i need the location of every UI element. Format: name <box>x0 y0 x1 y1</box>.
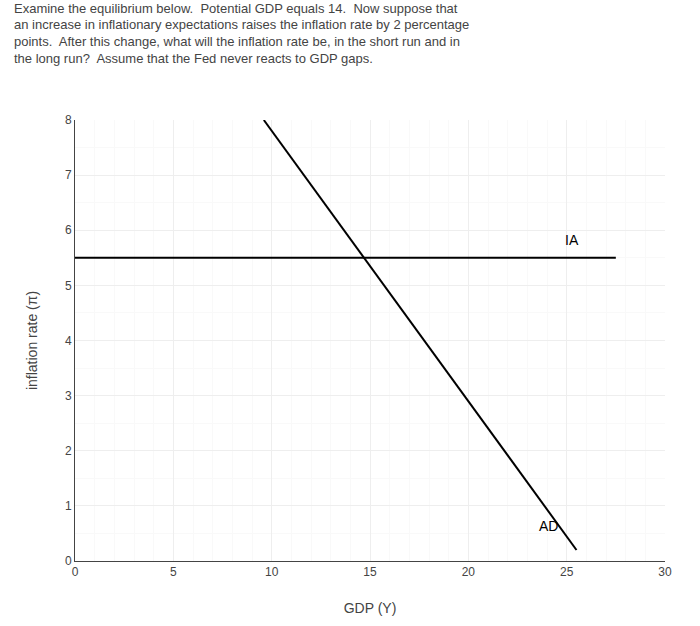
svg-text:7: 7 <box>65 168 72 182</box>
svg-text:5: 5 <box>170 565 177 579</box>
svg-text:10: 10 <box>265 565 279 579</box>
svg-text:3: 3 <box>65 389 72 403</box>
svg-text:20: 20 <box>462 565 476 579</box>
svg-text:6: 6 <box>65 223 72 237</box>
svg-text:25: 25 <box>560 565 574 579</box>
svg-text:15: 15 <box>363 565 377 579</box>
svg-text:Examine the equilibrium below.: Examine the equilibrium below. Potential… <box>14 1 469 67</box>
svg-text:GDP (Y): GDP (Y) <box>344 600 397 616</box>
svg-text:4: 4 <box>65 334 72 348</box>
svg-text:0: 0 <box>72 565 79 579</box>
svg-text:5: 5 <box>65 279 72 293</box>
svg-text:8: 8 <box>65 113 72 127</box>
svg-text:1: 1 <box>65 499 72 513</box>
svg-text:AD: AD <box>539 518 558 534</box>
svg-text:2: 2 <box>65 444 72 458</box>
svg-text:IA: IA <box>565 232 579 248</box>
svg-text:inflation rate (π): inflation rate (π) <box>24 291 40 390</box>
svg-text:30: 30 <box>658 565 672 579</box>
svg-text:0: 0 <box>65 554 72 568</box>
